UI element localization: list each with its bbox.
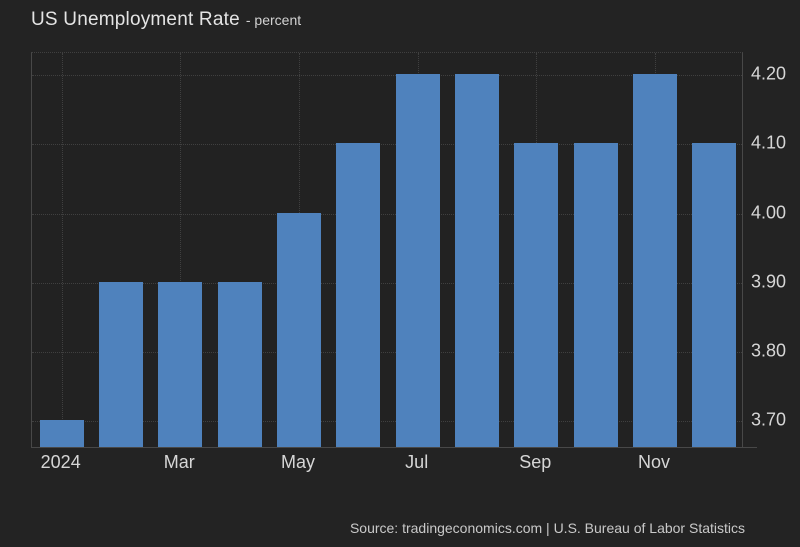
bar-dec-2024[interactable] [692, 143, 737, 447]
gridline-vertical [180, 53, 182, 447]
y-tick-label: 3.70 [751, 409, 787, 430]
bar-feb-2024[interactable] [99, 281, 143, 447]
bar-aug-2024[interactable] [455, 74, 499, 447]
y-tick-label: 4.10 [751, 132, 787, 153]
bar-may-2024[interactable] [277, 212, 321, 447]
gridline-horizontal [32, 421, 742, 422]
gridline-horizontal [32, 144, 742, 146]
bar-jun-2024[interactable] [336, 143, 381, 447]
source-credit: Source: tradingeconomics.com | U.S. Bure… [349, 520, 745, 536]
bar-oct-2024[interactable] [573, 143, 618, 447]
gridline-vertical [61, 53, 63, 447]
x-tick-label: Jul [405, 452, 429, 472]
bar-nov-2024[interactable] [633, 74, 677, 447]
plot-area [31, 52, 743, 447]
bar-apr-2024[interactable] [217, 281, 262, 447]
chart-subtitle: - percent [245, 12, 302, 28]
bar-jan-2024[interactable] [39, 420, 84, 447]
x-axis-line [31, 447, 757, 448]
gridline-horizontal [32, 213, 742, 215]
gridline-horizontal [32, 282, 742, 284]
x-tick-label: Sep [519, 452, 552, 472]
y-tick-label: 4.20 [751, 63, 787, 84]
y-tick-label: 3.90 [751, 271, 787, 292]
gridline-horizontal [32, 351, 742, 353]
y-tick-label: 4.00 [751, 202, 787, 222]
bar-mar-2024[interactable] [158, 281, 203, 447]
y-tick-label: 3.80 [751, 340, 787, 361]
x-tick-label: Nov [637, 452, 671, 472]
gridline-horizontal [32, 75, 742, 77]
bar-jul-2024[interactable] [395, 74, 440, 447]
x-tick-label: May [280, 452, 316, 472]
bar-sep-2024[interactable] [514, 143, 559, 447]
x-tick-label: Mar [163, 452, 195, 472]
chart-header: US Unemployment Rate - percent [31, 9, 301, 31]
chart-title: US Unemployment Rate [31, 9, 240, 30]
x-tick-label: 2024 [40, 452, 81, 472]
